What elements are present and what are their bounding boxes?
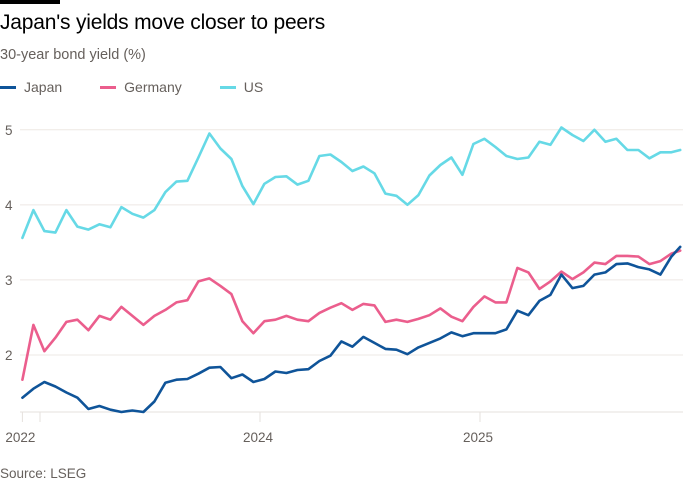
y-tick-label: 3 xyxy=(5,273,13,288)
legend-label: US xyxy=(243,79,264,95)
y-tick-label: 4 xyxy=(5,198,13,213)
y-tick-label: 5 xyxy=(5,123,13,138)
x-tick-label: 2022 xyxy=(5,430,35,445)
legend-swatch-germany xyxy=(100,85,117,89)
legend-item-us: US xyxy=(219,79,264,95)
source-note: Source: LSEG xyxy=(0,466,87,481)
legend-swatch-japan xyxy=(0,85,16,89)
legend-swatch-us xyxy=(219,85,236,89)
legend-item-germany: Germany xyxy=(100,79,182,95)
legend: Japan Germany US xyxy=(0,79,301,95)
series-line-germany xyxy=(21,249,682,381)
brand-bar xyxy=(0,0,60,4)
chart-subtitle: 30-year bond yield (%) xyxy=(0,47,146,63)
legend-label: Japan xyxy=(24,79,63,95)
chart-title: Japan's yields move closer to peers xyxy=(0,11,326,34)
legend-item-japan: Japan xyxy=(0,79,62,95)
x-tick-label: 2024 xyxy=(243,430,274,445)
series-line-us xyxy=(21,126,682,240)
x-tick-label: 2025 xyxy=(463,430,493,445)
legend-label: Germany xyxy=(124,79,182,95)
series-line-japan xyxy=(21,245,682,414)
y-tick-label: 2 xyxy=(5,348,13,363)
